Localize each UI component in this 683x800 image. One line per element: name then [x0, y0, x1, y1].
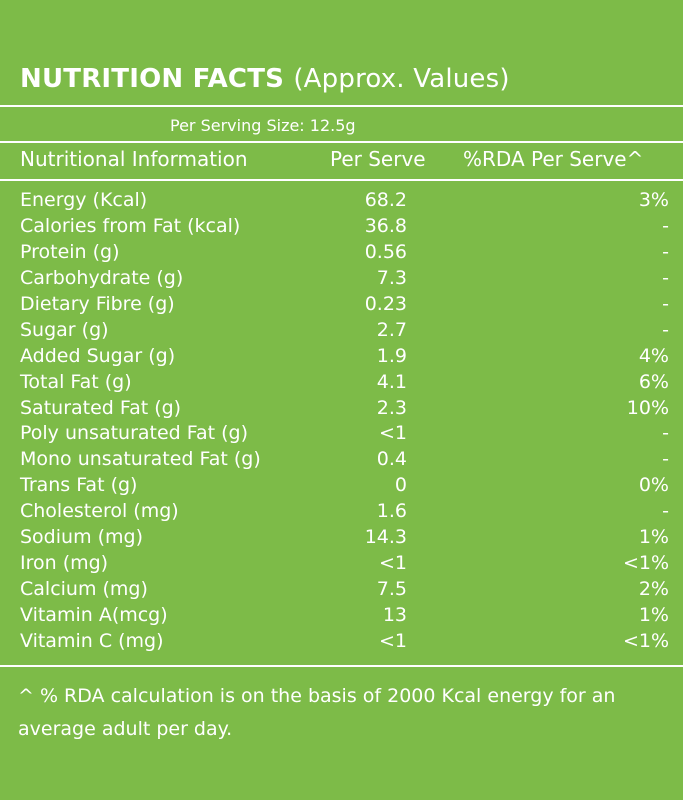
rda-value: 0% [638, 474, 669, 497]
title-main: NUTRITION FACTS [20, 64, 285, 94]
table-row: Iron (mg) <1 <1% [0, 552, 683, 578]
per-serve-value: <1 [378, 422, 407, 445]
column-header-serve: Per Serve [330, 147, 426, 171]
table-row: Trans Fat (g) 0 0% [0, 474, 683, 500]
column-header-rda: %RDA Per Serve^ [463, 147, 644, 171]
rda-value: 1% [638, 604, 669, 626]
rda-value: 6% [638, 370, 669, 393]
title-subtitle: (Approx. Values) [293, 64, 510, 94]
table-row: Energy (Kcal) 68.2 3% [0, 189, 683, 215]
nutrient-name: Saturated Fat (g) [20, 396, 182, 419]
table-row: Sodium (mg) 14.3 1% [0, 526, 683, 552]
table-row: Carbohydrate (g) 7.3 - [0, 267, 683, 293]
nutrition-table: Energy (Kcal) 68.2 3% Calories from Fat (kc… [0, 189, 683, 656]
nutrient-name: Total Fat (g) [20, 370, 132, 393]
nutrient-name: Iron (mg) [20, 552, 109, 575]
rda-value: - [662, 318, 669, 341]
rda-value: - [662, 500, 669, 523]
table-row: Calcium (mg) 7.5 2% [0, 578, 683, 604]
rda-value: - [662, 292, 669, 315]
table-row: Vitamin A(mcg) 13 1% [0, 604, 683, 630]
nutrient-name: Added Sugar (g) [20, 344, 176, 367]
table-row: Saturated Fat (g) 2.3 10% [0, 397, 683, 423]
column-header-info: Nutritional Information [20, 147, 248, 171]
per-serve-value: 14.3 [364, 526, 407, 549]
per-serve-value: 4.1 [376, 370, 407, 393]
per-serve-value: 0.56 [364, 240, 407, 263]
rda-value: - [662, 266, 669, 289]
table-row: Vitamin C (mg) <1 <1% [0, 630, 683, 656]
rda-value: 3% [638, 189, 669, 211]
table-row: Sugar (g) 2.7 - [0, 319, 683, 345]
serving-size: Per Serving Size: 12.5g [170, 116, 356, 135]
rda-value: <1% [622, 629, 669, 652]
per-serve-value: 68.2 [364, 189, 407, 211]
nutrient-name: Vitamin C (mg) [20, 629, 164, 652]
nutrient-name: Protein (g) [20, 240, 120, 263]
table-row: Total Fat (g) 4.1 6% [0, 371, 683, 397]
divider-bottom [0, 665, 683, 667]
table-row: Cholesterol (mg) 1.6 - [0, 500, 683, 526]
rda-value: - [662, 240, 669, 263]
rda-value: - [662, 422, 669, 445]
nutrient-name: Mono unsaturated Fat (g) [20, 448, 261, 471]
rda-value: <1% [622, 552, 669, 575]
per-serve-value: 7.5 [376, 578, 407, 601]
per-serve-value: 1.9 [376, 344, 407, 367]
per-serve-value: <1 [378, 552, 407, 575]
footnote: ^ % RDA calculation is on the basis of 2… [18, 685, 616, 740]
per-serve-value: 36.8 [364, 214, 407, 237]
rda-value: - [662, 448, 669, 471]
nutrient-name: Energy (Kcal) [20, 189, 148, 211]
per-serve-value: 7.3 [376, 266, 407, 289]
page-title: NUTRITION FACTS (Approx. Values) [20, 64, 510, 94]
rda-value: 2% [638, 578, 669, 601]
nutrient-name: Cholesterol (mg) [20, 500, 179, 523]
per-serve-value: 2.7 [376, 318, 407, 341]
table-row: Calories from Fat (kcal) 36.8 - [0, 215, 683, 241]
per-serve-value: <1 [378, 629, 407, 652]
divider-top [0, 105, 683, 107]
divider-header [0, 179, 683, 181]
nutrient-name: Calories from Fat (kcal) [20, 214, 241, 237]
table-row: Dietary Fibre (g) 0.23 - [0, 293, 683, 319]
nutrient-name: Dietary Fibre (g) [20, 292, 175, 315]
nutrient-name: Vitamin A(mcg) [20, 604, 168, 626]
rda-value: - [662, 214, 669, 237]
table-row: Added Sugar (g) 1.9 4% [0, 345, 683, 371]
table-row: Mono unsaturated Fat (g) 0.4 - [0, 448, 683, 474]
per-serve-value: 0 [394, 474, 407, 497]
nutrient-name: Sodium (mg) [20, 526, 144, 549]
per-serve-value: 2.3 [376, 396, 407, 419]
table-row: Protein (g) 0.56 - [0, 241, 683, 267]
per-serve-value: 0.4 [376, 448, 407, 471]
rda-value: 4% [638, 344, 669, 367]
nutrient-name: Carbohydrate (g) [20, 266, 184, 289]
table-row: Poly unsaturated Fat (g) <1 - [0, 422, 683, 448]
nutrient-name: Calcium (mg) [20, 578, 148, 601]
per-serve-value: 13 [382, 604, 407, 626]
per-serve-value: 1.6 [376, 500, 407, 523]
nutrient-name: Poly unsaturated Fat (g) [20, 422, 248, 445]
per-serve-value: 0.23 [364, 292, 407, 315]
divider-serving [0, 141, 683, 143]
rda-value: 1% [638, 526, 669, 549]
rda-value: 10% [626, 396, 669, 419]
nutrient-name: Sugar (g) [20, 318, 109, 341]
nutrient-name: Trans Fat (g) [20, 474, 138, 497]
